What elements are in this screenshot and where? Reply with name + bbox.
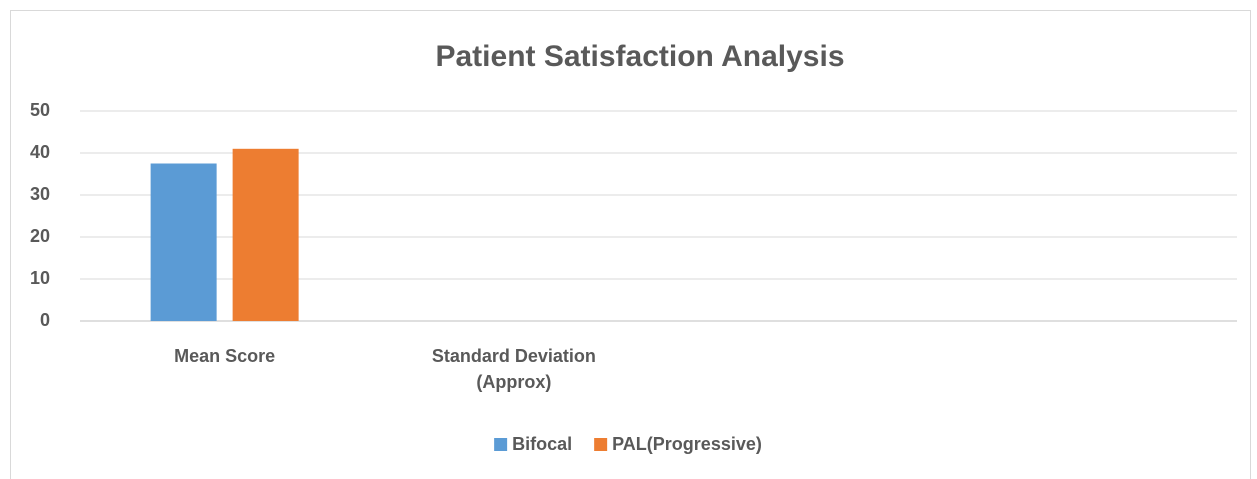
y-tick-label: 20 [30, 226, 50, 246]
chart-border [10, 10, 1251, 479]
y-tick-label: 30 [30, 184, 50, 204]
legend-swatch [494, 438, 508, 451]
legend-swatch [594, 438, 608, 451]
bar [150, 163, 217, 321]
legend-label: PAL(Progressive) [612, 434, 762, 454]
y-tick-label: 0 [40, 310, 50, 330]
y-tick-label: 10 [30, 268, 50, 288]
bar [232, 148, 299, 321]
chart-title: Patient Satisfaction Analysis [435, 40, 844, 73]
x-tick-label: Mean Score [174, 346, 276, 366]
legend-label: Bifocal [512, 434, 572, 454]
x-tick-label: Standard Deviation (Approx) [431, 346, 596, 392]
y-tick-label: 50 [30, 100, 50, 120]
y-tick-label: 40 [30, 142, 50, 162]
